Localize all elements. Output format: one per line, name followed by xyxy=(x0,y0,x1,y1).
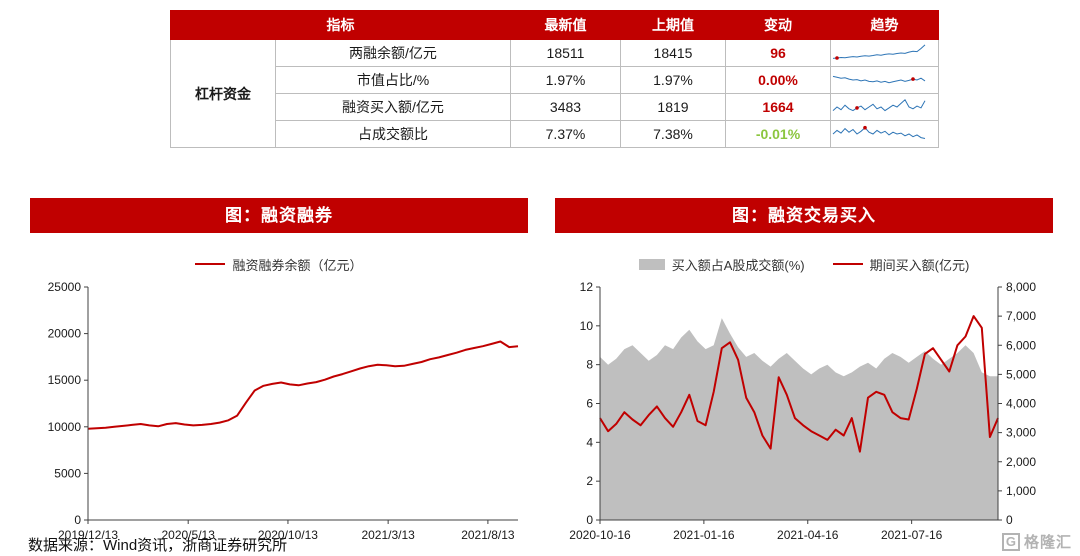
svg-text:15000: 15000 xyxy=(48,373,82,387)
legend-item: 买入额占A股成交额(%) xyxy=(638,255,805,274)
svg-text:25000: 25000 xyxy=(48,280,82,294)
gelonghui-logo-icon: G xyxy=(1001,532,1020,551)
leverage-funds-table: 指标 最新值 上期值 变动 趋势 杠杆资金 两融余额/亿元 18511 1841… xyxy=(170,10,939,148)
watermark-text: 格隆汇 xyxy=(1023,534,1072,551)
data-source-note: 数据来源：Wind资讯，浙商证券研究所 xyxy=(28,537,288,554)
legend-label: 期间买入额(亿元) xyxy=(869,257,970,273)
svg-text:7,000: 7,000 xyxy=(1006,309,1036,323)
row-group-label: 杠杆资金 xyxy=(170,39,276,148)
trend-cell xyxy=(830,39,939,67)
change-cell: 0.00% xyxy=(725,66,831,94)
svg-text:2020/5/13: 2020/5/13 xyxy=(161,528,215,542)
svg-text:2021/3/13: 2021/3/13 xyxy=(361,528,415,542)
trend-sparkline xyxy=(832,44,926,60)
indicator-cell: 占成交额比 xyxy=(275,120,511,148)
svg-text:2021-01-16: 2021-01-16 xyxy=(673,528,735,542)
watermark-logo: G 格隆汇 xyxy=(1001,531,1072,552)
trend-cell xyxy=(830,66,939,94)
legend-label: 融资融券余额（亿元） xyxy=(232,257,363,273)
latest-cell: 1.97% xyxy=(510,66,621,94)
svg-text:0: 0 xyxy=(586,513,593,527)
trend-cell xyxy=(830,120,939,148)
table-row: 杠杆资金 两融余额/亿元 18511 18415 96 xyxy=(170,39,939,148)
change-cell: 96 xyxy=(725,39,831,67)
svg-text:2019/12/13: 2019/12/13 xyxy=(58,528,118,542)
indicator-cell: 融资买入额/亿元 xyxy=(275,93,511,121)
chart-title-margin-buying: 图：融资交易买入 xyxy=(555,198,1053,233)
svg-text:10: 10 xyxy=(580,319,594,333)
svg-text:12: 12 xyxy=(580,280,594,294)
line-chart-margin-balance: 0 5000 10000 15000 20000 25000 2019/12/13 2020/… xyxy=(48,280,519,542)
svg-text:0: 0 xyxy=(74,513,81,527)
svg-text:3,000: 3,000 xyxy=(1006,426,1036,440)
legend-item: 期间买入额(亿元) xyxy=(832,255,970,274)
latest-cell: 7.37% xyxy=(510,120,621,148)
red-line-swatch-icon xyxy=(195,263,226,265)
legend-label: 买入额占A股成交额(%) xyxy=(671,257,805,273)
previous-cell: 7.38% xyxy=(620,120,726,148)
previous-cell: 1.97% xyxy=(620,66,726,94)
latest-cell: 18511 xyxy=(510,39,621,67)
svg-text:5000: 5000 xyxy=(54,466,81,480)
svg-text:2020-10-16: 2020-10-16 xyxy=(569,528,631,542)
change-cell: 1664 xyxy=(725,93,831,121)
chart-panel-margin-balance: 图：融资融券 融资融券余额（亿元） 0 5000 10000 15000 20000 25… xyxy=(30,198,528,556)
svg-text:1,000: 1,000 xyxy=(1006,484,1036,498)
table-row: 市值占比/% 1.97% 1.97% 0.00% xyxy=(171,66,939,94)
svg-text:2: 2 xyxy=(586,474,593,488)
summary-table: 指标 最新值 上期值 变动 趋势 杠杆资金 两融余额/亿元 18511 1841… xyxy=(170,10,939,148)
svg-text:2021-04-16: 2021-04-16 xyxy=(777,528,839,542)
chart-title-margin-balance: 图：融资融券 xyxy=(30,198,528,233)
area-line-chart-margin-buying: 0 2 4 6 8 10 12 0 1,000 2,000 3,000 4,000 5,000 6,000… xyxy=(569,280,1036,542)
table-row: 占成交额比 7.37% 7.38% -0.01% xyxy=(171,120,939,148)
svg-text:5,000: 5,000 xyxy=(1006,367,1036,381)
latest-cell: 3483 xyxy=(510,93,621,121)
col-header-trend: 趋势 xyxy=(830,10,939,40)
svg-text:2,000: 2,000 xyxy=(1006,455,1036,469)
svg-text:2021-07-16: 2021-07-16 xyxy=(881,528,943,542)
trend-sparkline xyxy=(832,75,926,84)
col-header-indicator: 指标 xyxy=(170,10,511,40)
svg-text:10000: 10000 xyxy=(48,420,82,434)
svg-text:2020/10/13: 2020/10/13 xyxy=(258,528,318,542)
col-header-latest: 最新值 xyxy=(510,10,621,40)
previous-cell: 1819 xyxy=(620,93,726,121)
svg-text:6,000: 6,000 xyxy=(1006,338,1036,352)
trend-cell xyxy=(830,93,939,121)
legend-item: 融资融券余额（亿元） xyxy=(195,255,363,274)
legend-margin-buying: 买入额占A股成交额(%) 期间买入额(亿元) xyxy=(555,255,1053,273)
svg-text:4,000: 4,000 xyxy=(1006,397,1036,411)
previous-cell: 18415 xyxy=(620,39,726,67)
table-header-row: 指标 最新值 上期值 变动 趋势 xyxy=(170,10,939,40)
red-line-swatch-icon xyxy=(832,263,863,265)
svg-text:2021/8/13: 2021/8/13 xyxy=(461,528,515,542)
table-row: 融资买入额/亿元 3483 1819 1664 xyxy=(171,93,939,121)
chart-panel-margin-buying: 图：融资交易买入 买入额占A股成交额(%) 期间买入额(亿元) 0 2 4 6 8 10 1… xyxy=(555,198,1053,556)
svg-text:20000: 20000 xyxy=(48,327,82,341)
svg-text:6: 6 xyxy=(586,397,593,411)
svg-text:4: 4 xyxy=(586,435,593,449)
col-header-change: 变动 xyxy=(725,10,831,40)
svg-text:8,000: 8,000 xyxy=(1006,280,1036,294)
indicator-cell: 市值占比/% xyxy=(275,66,511,94)
svg-text:8: 8 xyxy=(586,358,593,372)
trend-sparkline xyxy=(832,99,926,112)
svg-text:0: 0 xyxy=(1006,513,1013,527)
indicator-cell: 两融余额/亿元 xyxy=(275,39,511,67)
change-cell: -0.01% xyxy=(725,120,831,148)
col-header-previous: 上期值 xyxy=(620,10,726,40)
gray-area-swatch-icon xyxy=(638,258,665,270)
legend-margin-balance: 融资融券余额（亿元） xyxy=(30,255,528,273)
trend-sparkline xyxy=(832,125,926,139)
